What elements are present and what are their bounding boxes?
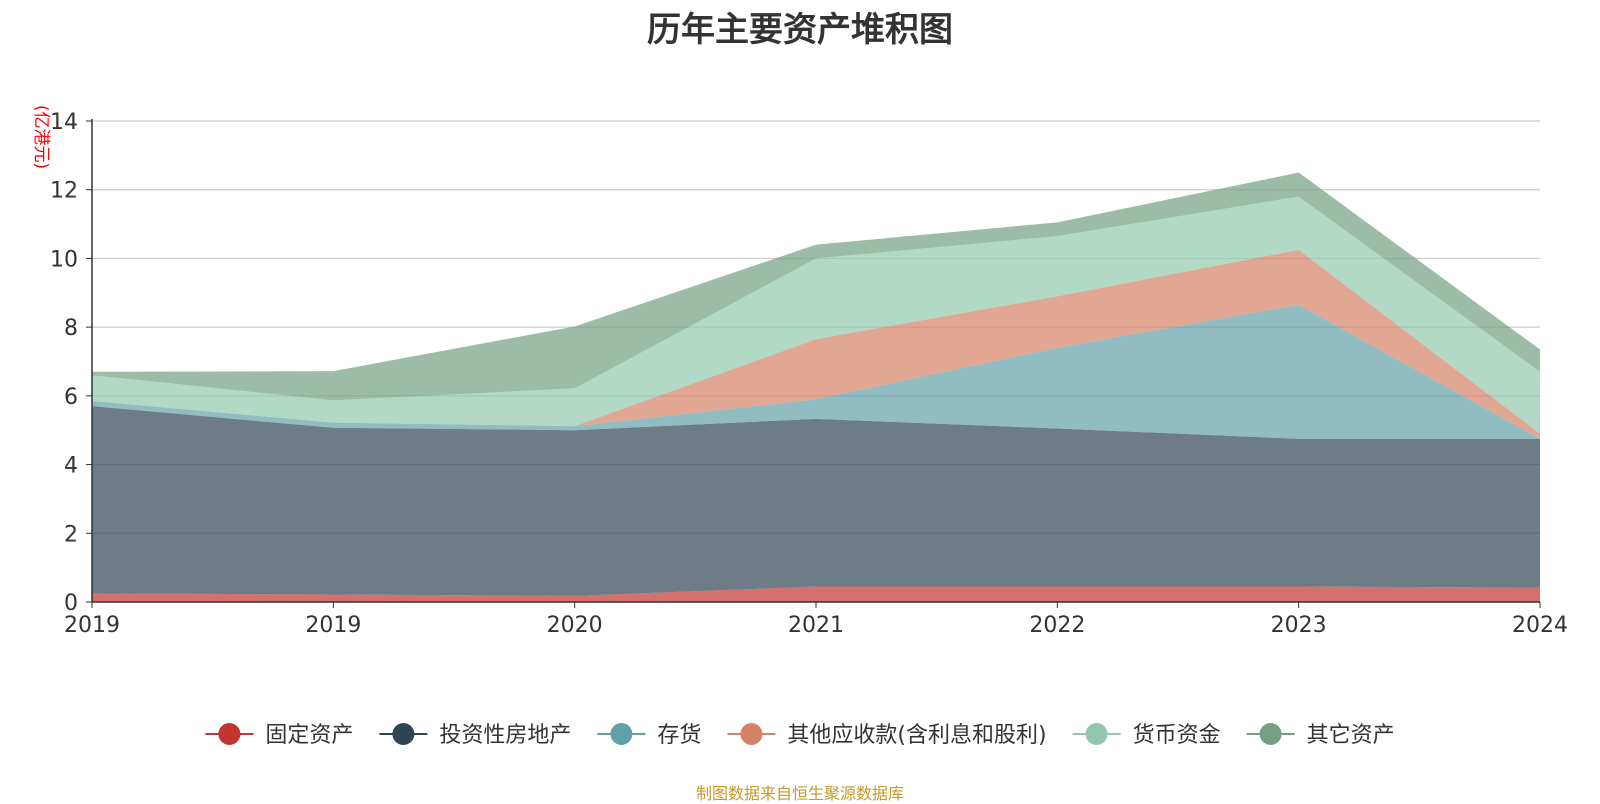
y-tick-label: 10 bbox=[50, 247, 78, 272]
x-tick-label: 2024 bbox=[1512, 613, 1568, 638]
legend-marker-dot bbox=[740, 723, 763, 745]
legend-marker-dot bbox=[610, 723, 633, 745]
y-tick-label: 2 bbox=[64, 522, 78, 547]
legend-label: 其它资产 bbox=[1307, 723, 1395, 748]
legend-item-3: 存货 bbox=[597, 723, 701, 748]
x-tick-label: 2019 bbox=[64, 613, 120, 638]
legend-label: 存货 bbox=[657, 723, 701, 748]
legend-item-2: 投资性房地产 bbox=[379, 723, 571, 748]
area-series bbox=[92, 172, 1540, 602]
y-tick-label: 8 bbox=[64, 316, 78, 341]
legend-item-4: 其他应收款(含利息和股利) bbox=[727, 723, 1047, 748]
y-tick-label: 0 bbox=[64, 591, 78, 616]
area-series-3 bbox=[92, 304, 1540, 439]
legend-marker-dot bbox=[392, 723, 415, 745]
legend-item-1: 固定资产 bbox=[205, 723, 353, 748]
legend-marker-dot bbox=[218, 723, 241, 745]
area-series-1 bbox=[92, 586, 1540, 602]
chart-title: 历年主要资产堆积图 bbox=[647, 10, 953, 50]
x-tick-label: 2021 bbox=[788, 613, 844, 638]
axes: 0 2 4 6 8 10 12 14(亿港元) 2019 2019 2020 2021 2022 2023… bbox=[31, 105, 1568, 638]
x-tick-label: 2022 bbox=[1029, 613, 1085, 638]
legend: 固定资产 投资性房地产 存货 其他应收款(含利息和股利) 货币资金 其它资产 bbox=[205, 723, 1395, 748]
legend-marker-dot bbox=[1085, 723, 1108, 745]
y-tick-label: 4 bbox=[64, 454, 78, 479]
area-series-6 bbox=[92, 172, 1540, 401]
x-tick-label: 2023 bbox=[1271, 613, 1327, 638]
area-series-4 bbox=[92, 249, 1540, 439]
legend-label: 货币资金 bbox=[1133, 723, 1221, 748]
y-tick-label: 6 bbox=[64, 385, 78, 410]
source-note: 制图数据来自恒生聚源数据库 bbox=[695, 784, 904, 803]
legend-label: 其他应收款(含利息和股利) bbox=[787, 723, 1046, 748]
legend-label: 固定资产 bbox=[265, 723, 353, 748]
legend-item-6: 其它资产 bbox=[1246, 723, 1395, 748]
x-tick-label: 2020 bbox=[547, 613, 603, 638]
area-series-2 bbox=[92, 406, 1540, 596]
legend-label: 投资性房地产 bbox=[439, 723, 571, 748]
legend-item-5: 货币资金 bbox=[1072, 723, 1221, 748]
area-series-5 bbox=[92, 196, 1540, 434]
y-tick-label: 14 bbox=[50, 110, 78, 135]
x-tick-label: 2019 bbox=[305, 613, 361, 638]
y-tick-label: 12 bbox=[50, 179, 78, 204]
y-axis-unit-label: (亿港元) bbox=[31, 105, 51, 169]
legend-marker-dot bbox=[1259, 723, 1282, 745]
